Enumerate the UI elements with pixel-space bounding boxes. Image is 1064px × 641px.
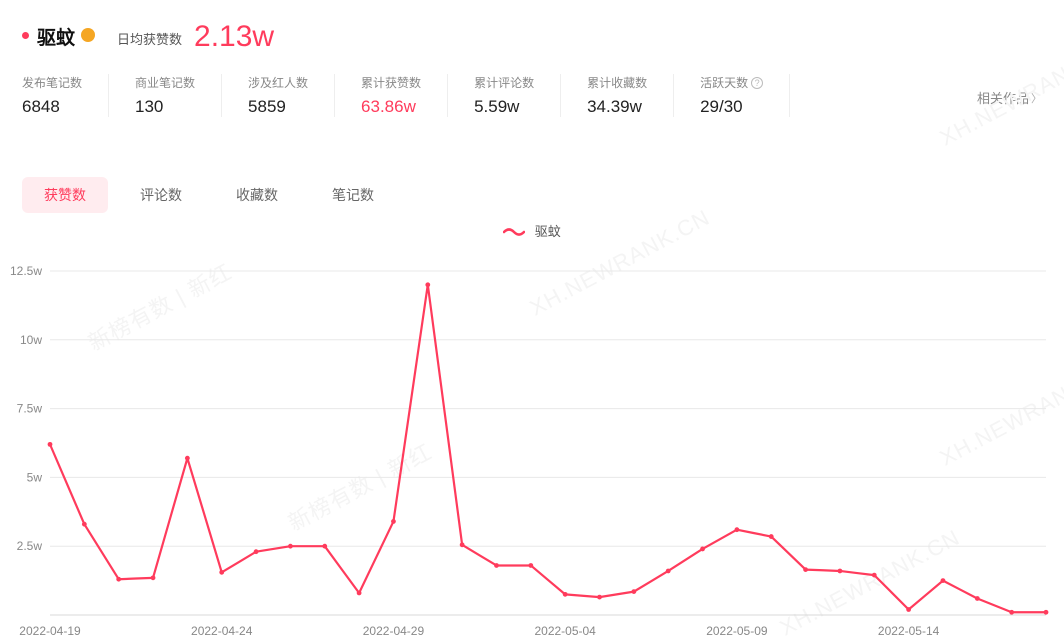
legend-swatch-icon xyxy=(503,225,525,240)
stat-block: 累计评论数 5.59w xyxy=(474,74,561,117)
related-works-label: 相关作品 xyxy=(977,88,1029,107)
stat-value: 6848 xyxy=(22,97,82,117)
svg-text:2022-04-19: 2022-04-19 xyxy=(19,624,81,638)
stat-label: 涉及红人数 xyxy=(248,74,308,91)
headline-label: 日均获赞数 xyxy=(117,29,182,48)
line-chart: 2.5w 5w 7.5w 10w 12.5w 2022-04-19 2022-04-24 20… xyxy=(0,261,1064,641)
related-works-link[interactable]: 相关作品〉 xyxy=(977,74,1042,107)
tab-favs[interactable]: 收藏数 xyxy=(214,177,300,213)
stat-label: 商业笔记数 xyxy=(135,74,195,91)
stat-block: 活跃天数? 29/30 xyxy=(700,74,790,117)
svg-text:5w: 5w xyxy=(27,470,43,484)
header: 驱蚊 日均获赞数 2.13w xyxy=(0,0,1064,62)
chart-area: 2.5w 5w 7.5w 10w 12.5w 2022-04-19 2022-04-24 20… xyxy=(0,261,1064,641)
tab-likes[interactable]: 获赞数 xyxy=(22,177,108,213)
stat-value: 63.86w xyxy=(361,97,421,117)
legend-series-label: 驱蚊 xyxy=(535,224,561,239)
title-dot xyxy=(22,32,29,39)
stat-label: 活跃天数? xyxy=(700,74,763,91)
svg-text:2022-04-24: 2022-04-24 xyxy=(191,624,253,638)
tab-notes[interactable]: 笔记数 xyxy=(310,177,396,213)
page-title: 驱蚊 xyxy=(37,23,75,50)
stat-block: 涉及红人数 5859 xyxy=(248,74,335,117)
stat-value: 5.59w xyxy=(474,97,534,117)
svg-text:12.5w: 12.5w xyxy=(10,264,42,278)
tab-bar: 获赞数评论数收藏数笔记数 xyxy=(0,117,1064,213)
svg-text:7.5w: 7.5w xyxy=(17,402,43,416)
stat-value: 34.39w xyxy=(587,97,647,117)
headline-value: 2.13w xyxy=(194,20,274,54)
svg-text:2022-04-29: 2022-04-29 xyxy=(363,624,425,638)
stat-block: 累计获赞数 63.86w xyxy=(361,74,448,117)
stat-value: 130 xyxy=(135,97,195,117)
svg-text:2022-05-04: 2022-05-04 xyxy=(534,624,596,638)
chart-legend: 驱蚊 xyxy=(0,221,1064,240)
stat-block: 累计收藏数 34.39w xyxy=(587,74,674,117)
help-icon[interactable]: ? xyxy=(751,77,763,89)
gold-badge-icon xyxy=(81,28,95,42)
stat-label: 累计获赞数 xyxy=(361,74,421,91)
svg-text:2.5w: 2.5w xyxy=(17,539,43,553)
stat-label: 发布笔记数 xyxy=(22,74,82,91)
svg-text:10w: 10w xyxy=(20,333,42,347)
chevron-right-icon: 〉 xyxy=(1031,90,1042,106)
stat-value: 5859 xyxy=(248,97,308,117)
stat-value: 29/30 xyxy=(700,97,763,117)
stat-block: 商业笔记数 130 xyxy=(135,74,222,117)
stat-label: 累计评论数 xyxy=(474,74,534,91)
tab-comments[interactable]: 评论数 xyxy=(118,177,204,213)
stats-row: 发布笔记数 6848 商业笔记数 130 涉及红人数 5859 累计获赞数 63.86w 累计评… xyxy=(0,62,1064,117)
stat-block: 发布笔记数 6848 xyxy=(22,74,109,117)
svg-text:2022-05-14: 2022-05-14 xyxy=(878,624,940,638)
stat-label: 累计收藏数 xyxy=(587,74,647,91)
svg-text:2022-05-09: 2022-05-09 xyxy=(706,624,768,638)
